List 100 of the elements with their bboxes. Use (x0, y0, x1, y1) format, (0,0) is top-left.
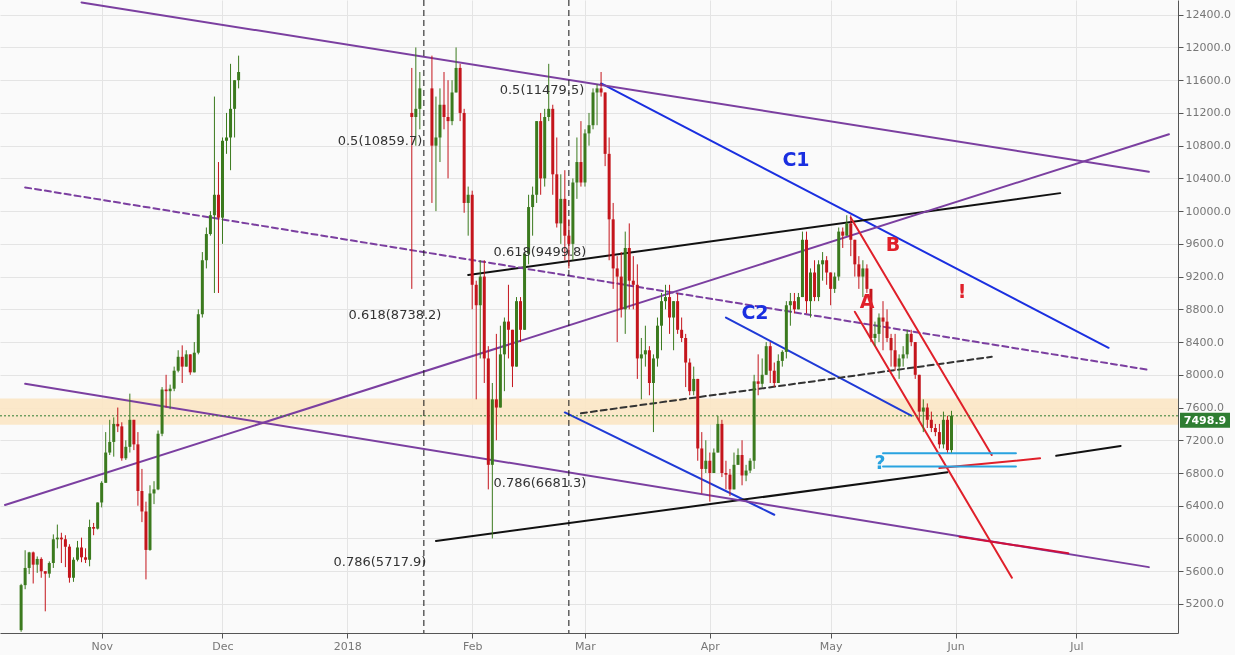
candlestick (615, 255, 619, 343)
x-tick-label: Mar (575, 639, 597, 653)
candlestick (692, 366, 696, 396)
candlestick (474, 280, 478, 400)
y-tick-label: 11600.0 (1185, 73, 1231, 87)
candlestick (180, 344, 184, 384)
candlestick (925, 402, 929, 429)
candlestick (112, 416, 116, 458)
candlestick (434, 96, 438, 212)
candlestick (579, 120, 583, 188)
candlestick (776, 353, 780, 384)
candlestick (446, 79, 450, 179)
candlestick (680, 317, 684, 343)
candlestick (921, 398, 925, 433)
candlestick (929, 411, 933, 433)
candlestick (841, 227, 845, 249)
y-tick-label: 9600.0 (1185, 237, 1224, 251)
annotation: C1 (782, 148, 810, 170)
candlestick (825, 255, 829, 286)
candlestick (672, 300, 676, 351)
candlestick (829, 272, 833, 306)
candlestick (901, 345, 905, 368)
y-tick-label: 10000.0 (1185, 204, 1231, 218)
candlestick (80, 537, 84, 563)
x-tick-label: Feb (462, 639, 483, 653)
annotation: 0.618(8738.2) (348, 307, 442, 322)
candlestick (760, 357, 764, 388)
y-tick-label: 10400.0 (1185, 171, 1231, 185)
candlestick (833, 272, 837, 294)
candlestick (71, 556, 75, 583)
x-tick-label: Nov (91, 639, 114, 653)
candlestick (664, 284, 668, 310)
y-tick-label: 9200.0 (1185, 270, 1224, 284)
candlestick (63, 534, 67, 568)
candlestick (845, 214, 849, 237)
y-tick-label: 8400.0 (1185, 335, 1224, 349)
y-tick-label: 5600.0 (1185, 564, 1224, 578)
candlestick (506, 284, 510, 359)
candlestick (595, 83, 599, 126)
candlestick (43, 570, 47, 612)
y-tick-label: 11200.0 (1185, 106, 1231, 120)
candlestick (225, 112, 229, 155)
candlestick (76, 540, 79, 562)
candlestick (176, 349, 180, 373)
candlestick (700, 431, 704, 494)
candlestick (51, 533, 55, 569)
candlestick (100, 480, 104, 508)
candlestick (857, 255, 861, 290)
x-tick-label: Apr (700, 639, 721, 653)
candlestick (772, 362, 776, 388)
candlestick (418, 71, 422, 130)
x-tick-label: May (819, 639, 844, 653)
x-tick-label: 2018 (333, 639, 362, 653)
candlestick (208, 210, 212, 237)
y-tick-label: 10800.0 (1185, 139, 1231, 153)
y-tick-label: 6400.0 (1185, 499, 1224, 513)
candlestick (599, 71, 603, 98)
candlestick (788, 292, 792, 327)
y-tick-label: 8000.0 (1185, 368, 1224, 382)
candlestick (39, 556, 43, 579)
candlestick (31, 551, 35, 584)
ref-line-label: 7498.9 (1183, 413, 1227, 427)
candlestick (849, 214, 853, 257)
x-tick-label: Dec (212, 639, 234, 653)
x-tick-label: Jul (1069, 639, 1084, 653)
candlestick (792, 292, 796, 314)
candlestick (192, 341, 196, 373)
annotation: ? (874, 451, 886, 473)
candlestick (639, 337, 643, 400)
annotation: ! (957, 280, 967, 302)
candlestick (631, 255, 635, 310)
candlestick (643, 325, 647, 368)
candlestick (937, 423, 941, 449)
candlestick (124, 439, 128, 461)
candlestick (893, 333, 897, 372)
annotation: C2 (741, 301, 769, 323)
x-tick-label: Jun (946, 639, 965, 653)
candlestick (188, 353, 192, 376)
candlestick (740, 439, 744, 486)
candlestick (668, 284, 672, 335)
candlestick (708, 452, 712, 503)
candlestick (108, 419, 112, 456)
candlestick (704, 439, 708, 474)
y-tick-label: 5200.0 (1185, 597, 1224, 611)
candlestick (821, 251, 825, 282)
candlestick (531, 186, 535, 237)
candlestick (873, 321, 877, 347)
y-tick-label: 8800.0 (1185, 302, 1224, 316)
y-tick-label: 12000.0 (1185, 40, 1231, 54)
y-tick-label: 7600.0 (1185, 401, 1224, 415)
candlestick (877, 312, 881, 343)
candlestick (172, 366, 176, 392)
annotation: 0.786(6681.3) (493, 475, 587, 490)
candlestick (881, 300, 885, 351)
annotation: B (885, 233, 901, 255)
candlestick (897, 353, 901, 380)
annotation: 0.786(5717.9) (333, 554, 427, 569)
candlestick (466, 186, 470, 237)
candlestick (756, 353, 760, 396)
candlestick (494, 333, 498, 441)
